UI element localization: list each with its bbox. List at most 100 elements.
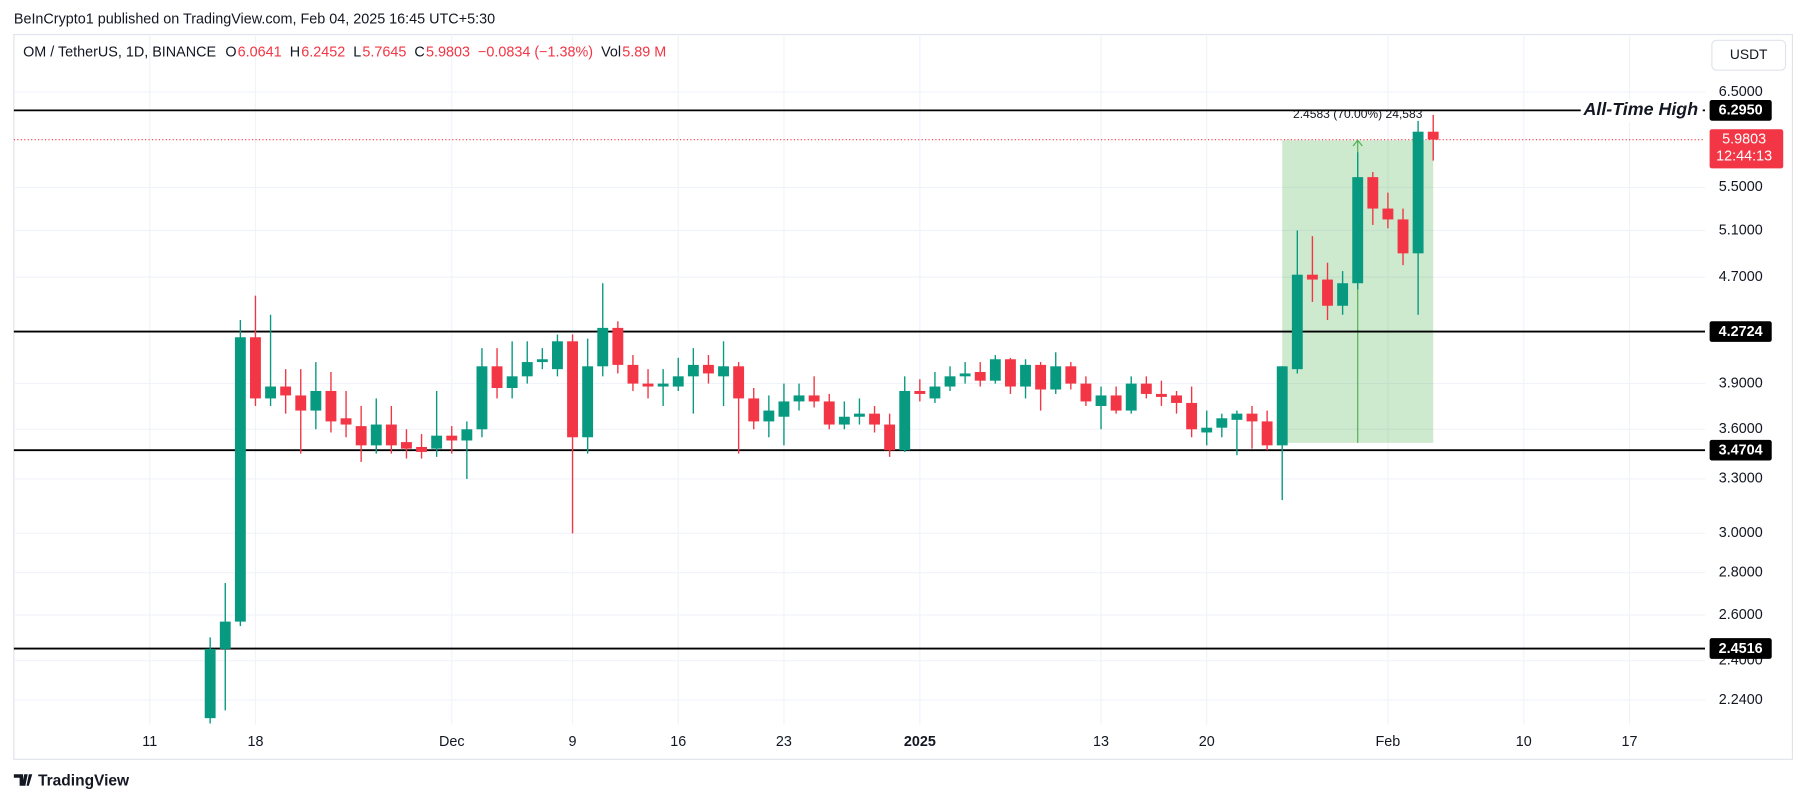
candle-body — [1322, 279, 1333, 306]
candle-body — [1337, 283, 1349, 306]
legend-value: 5.89 M — [622, 45, 666, 61]
y-tick-label: 3.0000 — [1719, 525, 1763, 541]
level-label: 2.4516 — [1719, 641, 1763, 657]
level-label: 6.2950 — [1719, 103, 1763, 119]
candle-body — [521, 362, 533, 377]
candle-body — [1291, 274, 1303, 370]
level-label-bg — [1709, 321, 1772, 342]
candle-body — [461, 429, 473, 441]
candle-body — [1397, 219, 1409, 254]
countdown: 12:44:13 — [1716, 149, 1772, 165]
legend-key: L — [353, 45, 361, 61]
y-tick-label: 2.8000 — [1719, 564, 1763, 580]
level-label: 3.4704 — [1719, 443, 1763, 459]
candle-body — [1201, 427, 1213, 433]
candle-body — [959, 373, 971, 377]
x-tick-label: 9 — [569, 734, 577, 750]
candle-body — [1261, 421, 1273, 446]
candle-body — [989, 359, 1001, 381]
x-tick-label: 11 — [142, 734, 157, 750]
measure-label: 2.4583 (70.00%) 24,583 — [1293, 107, 1423, 121]
candle-body — [582, 366, 594, 438]
candle-body — [567, 341, 578, 438]
x-tick-label: Feb — [1376, 734, 1401, 750]
candle-body — [1246, 413, 1258, 422]
candle-body — [642, 383, 654, 387]
candle-body — [944, 376, 956, 387]
candle-body — [340, 418, 352, 425]
candle-body — [808, 395, 820, 402]
legend-key: O — [225, 45, 236, 61]
x-tick-label: 20 — [1199, 734, 1215, 750]
candle-body — [869, 413, 880, 425]
candle-body — [929, 386, 941, 399]
annotation-bg — [1580, 98, 1703, 122]
candle-body — [1412, 131, 1424, 254]
y-tick-label: 3.3000 — [1719, 471, 1763, 487]
candle-body — [476, 366, 488, 430]
x-tick-label: 10 — [1516, 734, 1532, 750]
candle-body — [612, 327, 624, 365]
y-tick-label: 4.7000 — [1719, 269, 1763, 285]
candle-body — [1186, 402, 1198, 430]
candle-body — [310, 390, 322, 411]
currency-box[interactable] — [1711, 39, 1787, 71]
x-tick-label: 2025 — [904, 734, 936, 750]
candle-body — [733, 366, 745, 399]
candle-body — [234, 337, 246, 622]
legend-key: H — [290, 45, 300, 61]
candle-body — [1004, 359, 1016, 387]
annotation: All-Time High — [1583, 99, 1699, 119]
candle-body — [491, 366, 503, 389]
candle-body — [416, 446, 427, 452]
candle-body — [1020, 364, 1031, 387]
candle-body — [1110, 395, 1122, 411]
candle-body — [325, 390, 337, 422]
candle-body — [748, 398, 760, 422]
candle-body — [506, 376, 518, 389]
legend-value: 6.0641 — [238, 45, 282, 61]
level-label-bg — [1709, 100, 1772, 121]
candle-body — [1231, 413, 1243, 420]
candle-body — [401, 442, 412, 449]
legend-key: Vol — [601, 45, 621, 61]
measure-arrow-head — [1352, 139, 1363, 147]
candle-body — [355, 426, 367, 446]
currency[interactable]: USDT — [1730, 47, 1768, 62]
candle-body — [280, 386, 292, 396]
candle-body — [718, 366, 729, 377]
candle-body — [446, 435, 458, 441]
candle-body — [672, 376, 684, 387]
candle-body — [536, 359, 548, 363]
candle-body — [1095, 395, 1107, 406]
candle-body — [793, 395, 805, 402]
candle-body — [687, 364, 699, 377]
y-tick-label: 3.9000 — [1719, 375, 1763, 391]
candle-body — [219, 621, 231, 649]
candle-body — [778, 401, 790, 417]
candle-body — [204, 648, 216, 719]
legend-value: 5.7645 — [362, 45, 406, 61]
candle-body — [1080, 383, 1092, 402]
y-tick-label: 2.6000 — [1719, 607, 1763, 623]
level-label-bg — [1709, 638, 1772, 659]
candle-body — [1352, 177, 1364, 284]
candle-body — [1125, 383, 1137, 411]
candle-body — [1216, 418, 1228, 428]
footer-logo: TradingView — [38, 772, 130, 789]
level-label: 4.2724 — [1719, 324, 1763, 340]
y-tick-label: 5.1000 — [1719, 222, 1763, 238]
x-tick-label: 13 — [1093, 734, 1109, 750]
last-price-label: 5.9803 — [1722, 131, 1766, 147]
candle-body — [627, 364, 639, 384]
candle-body — [1035, 364, 1047, 390]
candle-body — [370, 424, 382, 446]
candle-body — [552, 341, 563, 370]
candle-body — [1155, 393, 1167, 397]
legend-value: 6.2452 — [301, 45, 345, 61]
legend-value: −0.0834 (−1.38%) — [478, 45, 593, 61]
candle-body — [597, 327, 609, 367]
candle-body — [431, 435, 443, 449]
candle-body — [899, 390, 911, 451]
